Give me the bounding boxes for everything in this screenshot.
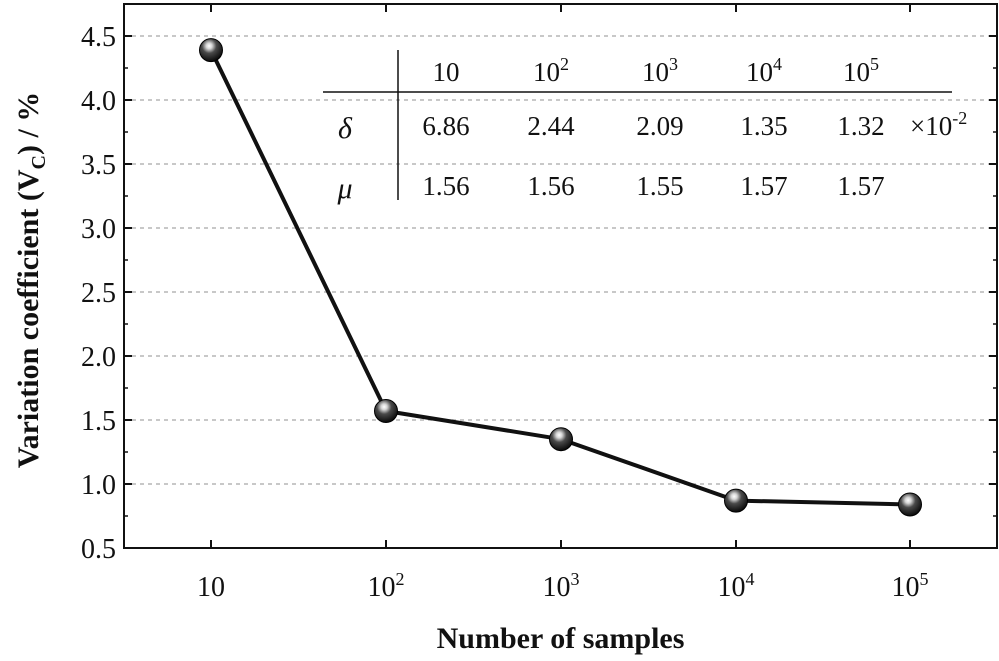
x-tick-label: 102 [368, 569, 405, 603]
table-cell: 1.56 [527, 171, 574, 201]
y-tick-label: 1.0 [81, 470, 116, 501]
table-cell: 1.57 [837, 171, 884, 201]
table-cell: 2.44 [527, 111, 575, 141]
table-cell: 1.35 [740, 111, 787, 141]
data-point [898, 492, 922, 517]
table-header: 10 [433, 57, 460, 87]
data-point [724, 488, 748, 513]
gridlines [124, 35, 997, 485]
x-axis-title: Number of samples [437, 622, 685, 655]
table-header: 103 [642, 54, 678, 87]
y-tick-label: 3.0 [81, 214, 116, 245]
inset-table: 10 102 103 104 105 δ 6.86 2.44 2.09 1.35 1.32 ×10-2… [323, 50, 967, 205]
data-point [199, 38, 223, 63]
table-header: 105 [843, 54, 879, 87]
table-row-label: δ [338, 112, 353, 145]
y-tick-label: 0.5 [81, 534, 116, 565]
data-point [374, 399, 398, 423]
axis-ticks [124, 4, 997, 549]
data-series [199, 38, 922, 517]
table-unit: ×10-2 [910, 108, 967, 141]
y-axis-title: Variation coefficient (VC) / % [12, 92, 50, 469]
data-point [549, 427, 573, 452]
table-cell: 1.57 [740, 171, 787, 201]
axis-labels: 0.5 1.0 1.5 2.0 2.5 3.0 3.5 4.0 4.5 10 102 103 104 10… [12, 22, 929, 655]
y-tick-label: 2.5 [81, 278, 116, 309]
x-tick-label: 104 [718, 569, 755, 603]
y-tick-label: 4.5 [81, 22, 116, 53]
y-tick-label: 4.0 [81, 86, 116, 117]
table-cell: 1.32 [837, 111, 884, 141]
table-cell: 2.09 [636, 111, 683, 141]
table-row-label: μ [336, 172, 352, 205]
x-tick-label: 105 [892, 569, 929, 603]
table-header: 102 [533, 54, 569, 87]
y-tick-label: 3.5 [81, 150, 116, 181]
table-cell: 6.86 [422, 111, 469, 141]
table-cell: 1.56 [422, 171, 469, 201]
table-cell: 1.55 [636, 171, 683, 201]
y-tick-label: 1.5 [81, 406, 116, 437]
x-tick-label: 10 [197, 572, 225, 603]
table-header: 104 [746, 54, 782, 87]
x-tick-label: 103 [543, 569, 580, 603]
y-tick-label: 2.0 [81, 342, 116, 373]
